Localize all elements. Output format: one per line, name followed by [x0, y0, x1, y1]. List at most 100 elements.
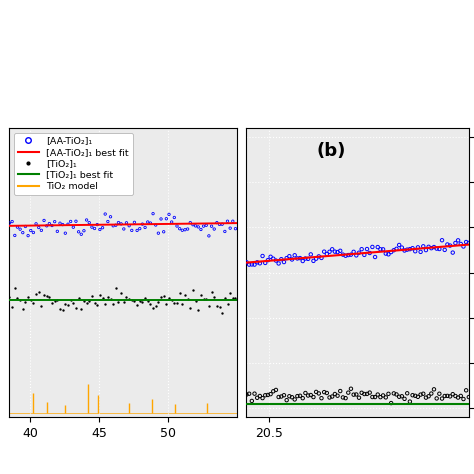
Point [35, 224, 43, 231]
Point [358, 246, 365, 253]
Point [123, 293, 130, 301]
Point [152, 302, 160, 310]
Point [460, 243, 467, 250]
Point [425, 392, 432, 400]
Point [353, 252, 360, 259]
Point [267, 391, 274, 398]
Point [301, 255, 309, 262]
Point [377, 393, 384, 401]
Point [24, 232, 32, 239]
Point [83, 299, 91, 307]
Point [417, 248, 424, 255]
Point [462, 238, 470, 246]
Point [85, 219, 93, 227]
Point [414, 244, 422, 251]
Point [163, 215, 170, 222]
Point [37, 227, 45, 234]
Point [219, 309, 226, 317]
Point [205, 232, 213, 240]
Point [430, 385, 438, 393]
Point [232, 294, 239, 302]
Point [24, 293, 32, 301]
Point [51, 218, 58, 226]
Point [56, 305, 64, 313]
Point [186, 219, 194, 227]
Point [315, 390, 323, 397]
Point [112, 284, 119, 292]
Point [248, 261, 255, 268]
Point [75, 228, 82, 236]
Point [157, 294, 165, 301]
Point [118, 290, 125, 297]
Point [353, 391, 360, 398]
Point [51, 297, 58, 304]
Point [54, 228, 61, 235]
Point [221, 294, 228, 301]
Point [138, 298, 146, 305]
Point [181, 226, 189, 234]
Point [369, 393, 376, 401]
Point [419, 390, 427, 398]
Point [133, 301, 141, 309]
Point [224, 218, 231, 225]
Point [446, 392, 454, 400]
Point [275, 393, 283, 401]
Point [189, 221, 197, 228]
Point [436, 245, 443, 253]
Point [93, 221, 101, 228]
Point [246, 261, 253, 268]
Point [406, 246, 414, 253]
Point [307, 251, 315, 258]
Point [77, 230, 85, 238]
Point [355, 394, 363, 401]
Point [93, 301, 101, 309]
Point [246, 390, 253, 398]
Point [441, 392, 448, 400]
Point [54, 296, 61, 304]
Point [425, 243, 432, 251]
Point [149, 210, 157, 218]
Point [101, 300, 109, 307]
Point [312, 388, 320, 396]
Point [227, 290, 234, 297]
Point [350, 391, 357, 399]
Point [155, 298, 162, 305]
Point [118, 220, 125, 228]
Point [64, 301, 72, 309]
Point [213, 302, 221, 310]
Point [221, 228, 228, 235]
Point [310, 393, 317, 401]
Point [146, 219, 154, 227]
Point [131, 297, 138, 304]
Point [138, 220, 146, 228]
Point [395, 393, 403, 401]
Point [331, 248, 338, 255]
Point [179, 300, 186, 308]
Point [104, 293, 112, 301]
Point [43, 222, 51, 229]
Point [72, 218, 80, 225]
Point [14, 223, 21, 231]
Point [83, 216, 91, 224]
Point [299, 257, 307, 265]
Point [192, 222, 200, 230]
Point [401, 246, 408, 254]
Point [444, 241, 451, 248]
Point [454, 237, 462, 244]
Point [125, 295, 133, 303]
Point [88, 292, 96, 300]
Point [339, 251, 346, 258]
Point [363, 245, 371, 253]
Point [224, 301, 231, 308]
Point [398, 244, 406, 251]
Point [243, 258, 250, 266]
Point [141, 294, 149, 302]
Point [194, 223, 202, 231]
Point [275, 260, 283, 267]
Point [414, 393, 422, 401]
Point [315, 253, 323, 260]
Point [390, 390, 398, 397]
Point [366, 389, 374, 396]
Point [339, 393, 346, 401]
Point [173, 299, 181, 306]
